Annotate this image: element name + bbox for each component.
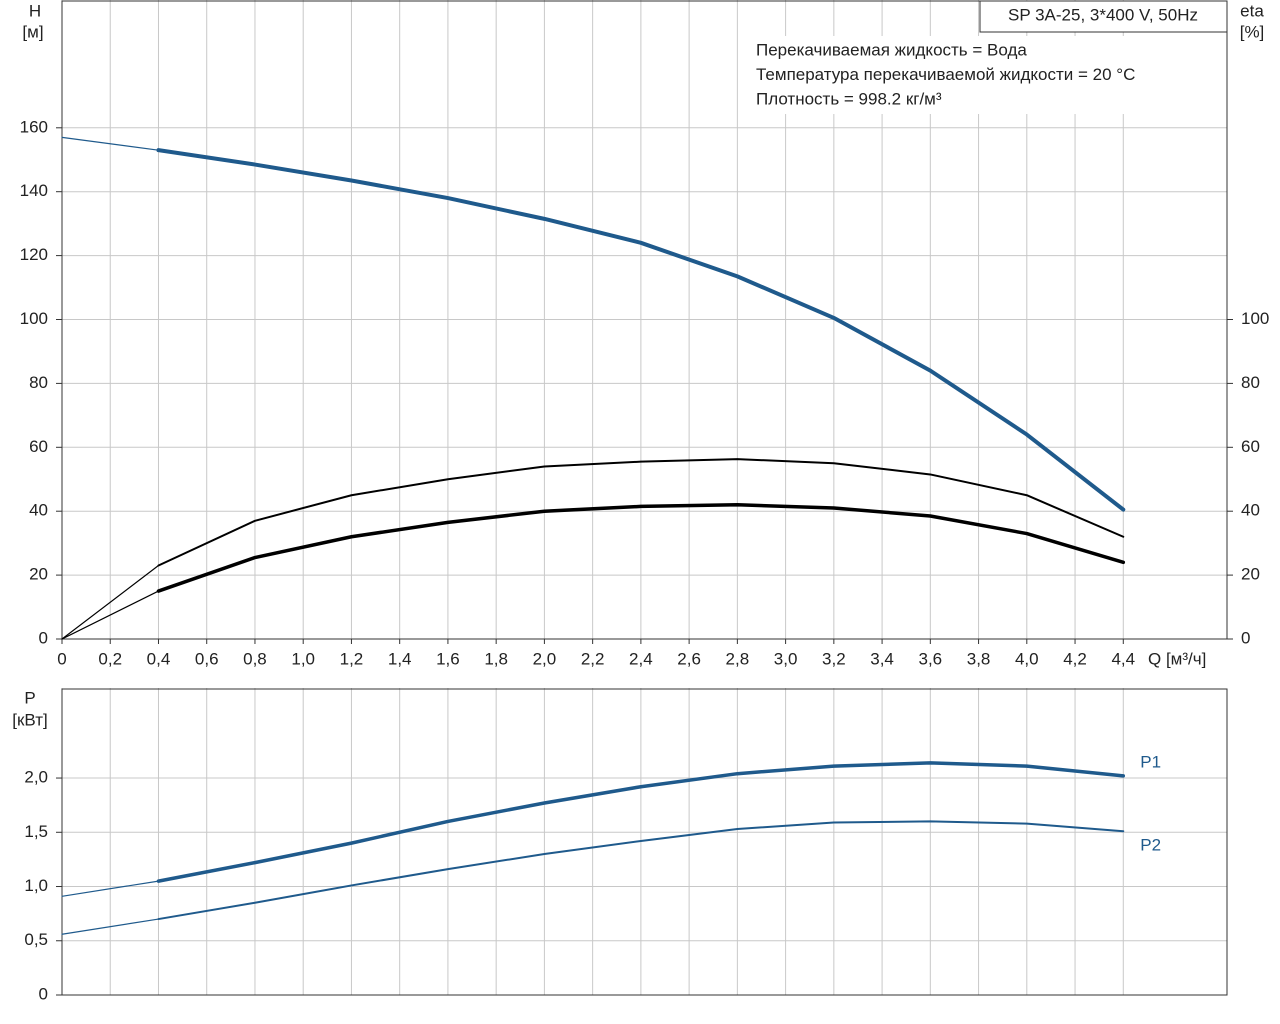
x-tick-label: 3,4 xyxy=(870,649,894,668)
annotation: Перекачиваемая жидкость = Вода xyxy=(756,40,1027,59)
curve xyxy=(156,761,1126,883)
chart-title: SP 3A-25, 3*400 V, 50Hz xyxy=(1008,5,1198,24)
y-label: H xyxy=(29,1,41,20)
x-tick-label: 3,0 xyxy=(774,649,798,668)
y2-tick-label: 40 xyxy=(1241,501,1260,520)
curve xyxy=(156,148,1126,512)
x-tick-label: 0,6 xyxy=(195,649,219,668)
y-tick-label: 0 xyxy=(39,628,48,647)
x-tick-label: 4,2 xyxy=(1063,649,1087,668)
curve-extension xyxy=(61,918,160,935)
annotation: Плотность = 998.2 кг/м³ xyxy=(756,89,942,108)
curve xyxy=(157,820,1125,921)
curve xyxy=(157,458,1125,567)
y2-tick-label: 0 xyxy=(1241,628,1250,647)
curve-extension xyxy=(61,136,160,151)
x-tick-label: 4,4 xyxy=(1111,649,1135,668)
x-tick-label: 4,0 xyxy=(1015,649,1039,668)
x-tick-label: 0 xyxy=(57,649,66,668)
y2-tick-label: 20 xyxy=(1241,565,1260,584)
x-tick-label: 3,2 xyxy=(822,649,846,668)
x-label: Q [м³/ч] xyxy=(1148,649,1206,668)
y-tick-label: 60 xyxy=(29,437,48,456)
annotation-bg xyxy=(752,36,1226,114)
y-label: P xyxy=(24,688,35,707)
series-label: P2 xyxy=(1140,836,1161,855)
y-tick-label: 0,5 xyxy=(24,930,48,949)
y-tick-label: 160 xyxy=(20,117,48,136)
x-tick-label: 1,4 xyxy=(388,649,412,668)
x-tick-label: 3,8 xyxy=(967,649,991,668)
y-unit: [кВт] xyxy=(12,710,47,729)
y2-tick-label: 60 xyxy=(1241,437,1260,456)
y-tick-label: 80 xyxy=(29,373,48,392)
series-label: P1 xyxy=(1140,752,1161,771)
curve-extension xyxy=(61,564,160,640)
x-tick-label: 0,4 xyxy=(147,649,171,668)
y-tick-label: 100 xyxy=(20,309,48,328)
y-tick-label: 140 xyxy=(20,181,48,200)
y2-label: eta xyxy=(1240,1,1264,20)
x-tick-label: 1,6 xyxy=(436,649,460,668)
y-tick-label: 40 xyxy=(29,501,48,520)
y-unit: [м] xyxy=(22,22,43,41)
x-tick-label: 2,4 xyxy=(629,649,653,668)
curve-extension xyxy=(61,590,160,640)
title-box xyxy=(979,0,1228,33)
x-tick-label: 1,2 xyxy=(340,649,364,668)
x-tick-label: 2,0 xyxy=(533,649,557,668)
y-tick-label: 0 xyxy=(39,984,48,1003)
x-tick-label: 1,0 xyxy=(291,649,315,668)
y2-tick-label: 100 xyxy=(1241,309,1269,328)
y-tick-label: 2,0 xyxy=(24,768,48,787)
x-tick-label: 1,8 xyxy=(484,649,508,668)
x-tick-label: 2,2 xyxy=(581,649,605,668)
y-tick-label: 1,0 xyxy=(24,876,48,895)
y2-tick-label: 80 xyxy=(1241,373,1260,392)
plot-frame xyxy=(61,688,1228,996)
x-tick-label: 0,8 xyxy=(243,649,267,668)
curve-extension xyxy=(61,880,160,897)
x-tick-label: 2,6 xyxy=(677,649,701,668)
annotation: Температура перекачиваемой жидкости = 20… xyxy=(756,65,1135,84)
x-tick-label: 3,6 xyxy=(919,649,943,668)
curve xyxy=(156,503,1126,593)
x-tick-label: 2,8 xyxy=(726,649,750,668)
y-tick-label: 1,5 xyxy=(24,822,48,841)
y2-unit: [%] xyxy=(1240,22,1265,41)
y-tick-label: 120 xyxy=(20,245,48,264)
plot-frame xyxy=(61,0,1228,640)
y-tick-label: 20 xyxy=(29,565,48,584)
x-tick-label: 0,2 xyxy=(98,649,122,668)
